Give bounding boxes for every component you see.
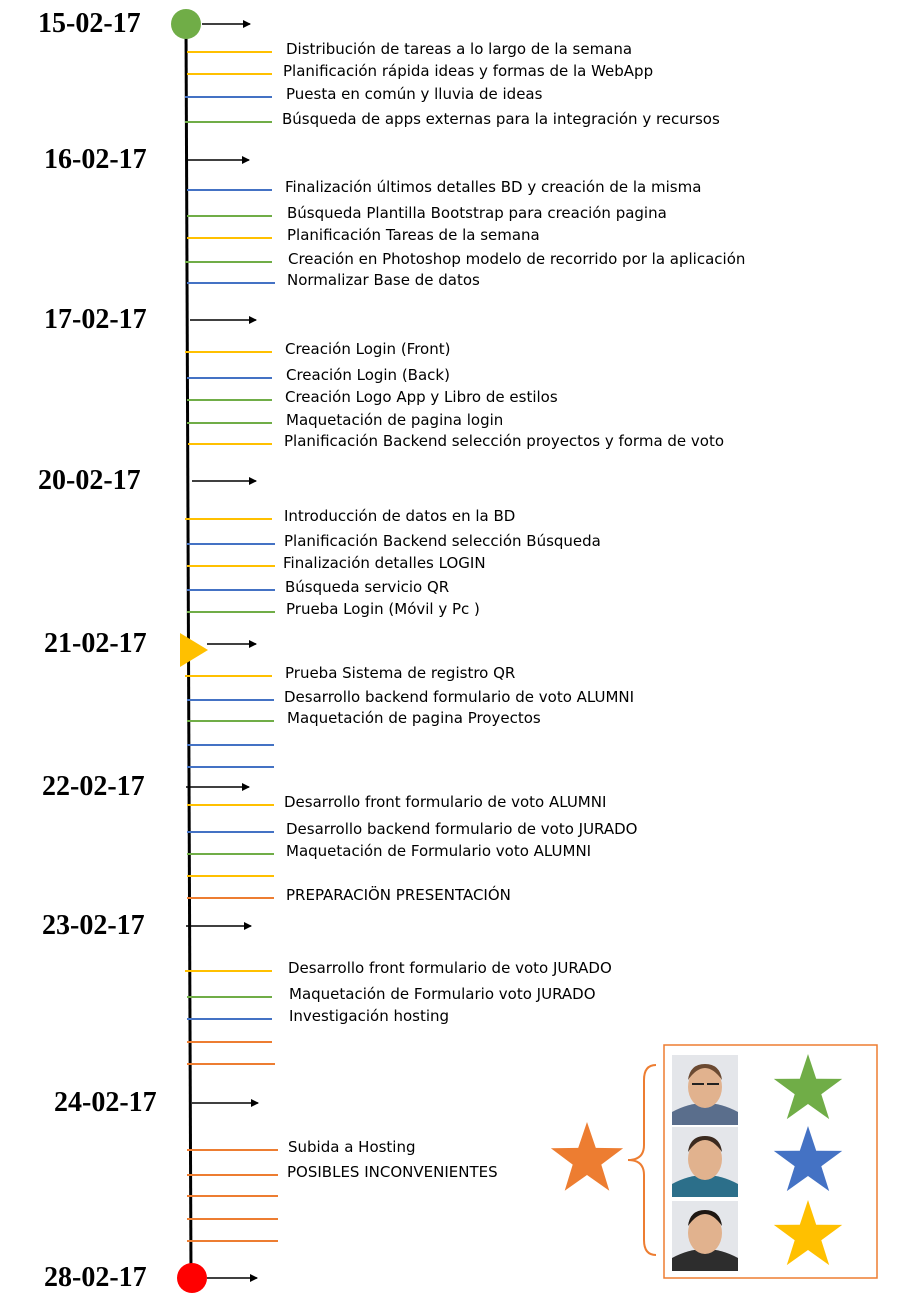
task-label: Finalización últimos detalles BD y creac… [285, 178, 702, 196]
task-label: Creación Logo App y Libro de estilos [285, 388, 558, 406]
task-label: Maquetación de pagina Proyectos [287, 709, 541, 727]
member-star-icon [773, 1200, 843, 1266]
task-label: Desarrollo backend formulario de voto JU… [286, 820, 638, 838]
team-member-3-photo [672, 1201, 738, 1271]
date-label: 23-02-17 [42, 910, 145, 941]
avatar-face [688, 1212, 722, 1254]
task-label: Distribución de tareas a lo largo de la … [286, 40, 633, 58]
current-day-marker [180, 633, 208, 667]
legend-brace [627, 1064, 657, 1256]
task-lines [185, 51, 278, 1242]
task-label: Puesta en común y lluvia de ideas [286, 85, 543, 103]
task-label: Creación Login (Front) [285, 340, 451, 358]
task-label: Introducción de datos en la BD [284, 507, 516, 525]
avatar-shirt [672, 1103, 738, 1125]
task-label: Normalizar Base de datos [287, 271, 480, 289]
avatar-hair [688, 1210, 722, 1226]
task-label: Planificación Backend selección Búsqueda [284, 532, 601, 550]
team-legend [550, 1044, 878, 1279]
task-label: Maquetación de Formulario voto ALUMNI [286, 842, 592, 860]
task-label: Finalización detalles LOGIN [283, 554, 486, 572]
team-member-2-photo [672, 1127, 738, 1197]
date-label: 17-02-17 [44, 304, 147, 335]
task-label: Búsqueda de apps externas para la integr… [282, 110, 720, 128]
task-label: Subida a Hosting [288, 1138, 416, 1156]
task-label: Maquetación de pagina login [286, 411, 504, 429]
member-star-icon [773, 1126, 843, 1192]
task-label: Búsqueda servicio QR [285, 578, 450, 596]
task-label: Planificación Tareas de la semana [287, 226, 540, 244]
task-label: Desarrollo front formulario de voto JURA… [288, 959, 612, 977]
date-label: 16-02-17 [44, 144, 147, 175]
task-label: Desarrollo backend formulario de voto AL… [284, 688, 635, 706]
date-label: 22-02-17 [42, 771, 145, 802]
date-markers [171, 9, 259, 1293]
date-label: 20-02-17 [38, 465, 141, 496]
task-label: PREPARACIÖN PRESENTACIÓN [286, 886, 511, 904]
task-label: Maquetación de Formulario voto JURADO [289, 985, 596, 1003]
task-label: Planificación rápida ideas y formas de l… [283, 62, 654, 80]
task-label: Desarrollo front formulario de voto ALUM… [284, 793, 607, 811]
avatar-face [688, 1066, 722, 1108]
task-label: Creación Login (Back) [286, 366, 450, 384]
member-star-icon [773, 1054, 843, 1120]
start-marker [171, 9, 201, 39]
task-label: Prueba Login (Móvil y Pc ) [286, 600, 480, 618]
date-label: 28-02-17 [44, 1262, 147, 1293]
team-member-1-photo [672, 1055, 738, 1125]
date-label: 15-02-17 [38, 8, 141, 39]
end-marker [177, 1263, 207, 1293]
team-star-icon [550, 1122, 624, 1191]
avatar-hair [688, 1136, 722, 1152]
avatar-face [688, 1138, 722, 1180]
task-label: Búsqueda Plantilla Bootstrap para creaci… [287, 204, 667, 222]
date-label: 24-02-17 [54, 1087, 157, 1118]
task-label: Planificación Backend selección proyecto… [284, 432, 725, 450]
avatar-hair [688, 1064, 722, 1080]
date-label: 21-02-17 [44, 628, 147, 659]
task-label: Investigación hosting [289, 1007, 450, 1025]
task-label: Prueba Sistema de registro QR [285, 664, 516, 682]
task-label: Creación en Photoshop modelo de recorrid… [288, 250, 746, 268]
task-label: POSIBLES INCONVENIENTES [287, 1163, 498, 1181]
avatar-shirt [672, 1249, 738, 1271]
avatar-shirt [672, 1175, 738, 1197]
